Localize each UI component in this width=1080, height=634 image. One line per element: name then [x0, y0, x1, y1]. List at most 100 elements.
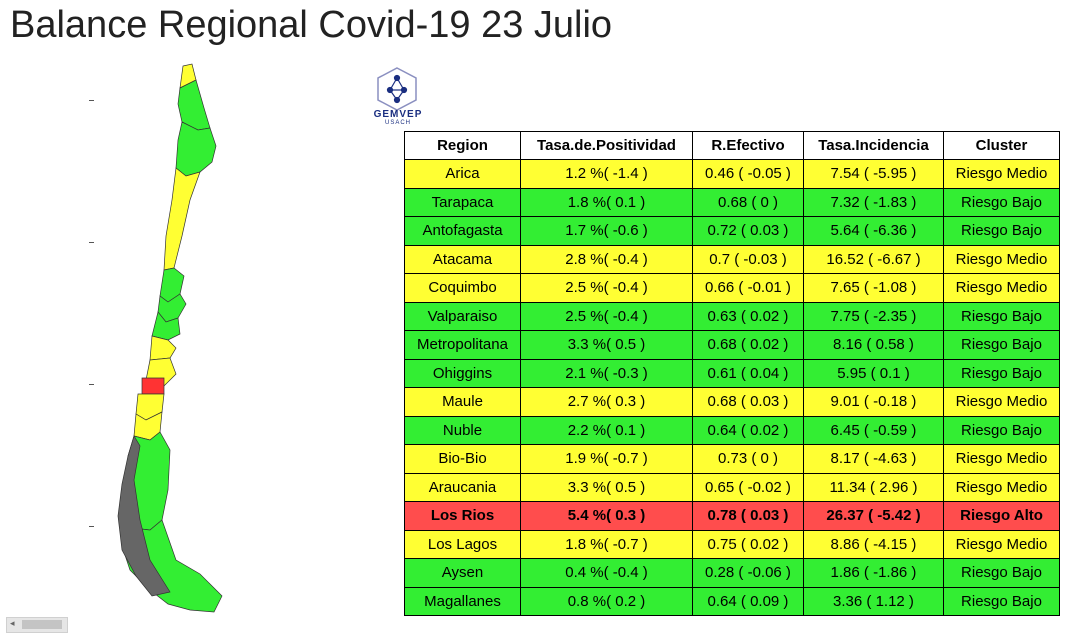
header-positividad: Tasa.de.Positividad [520, 131, 693, 160]
cell-cluster: Riesgo Medio [943, 159, 1060, 189]
scroll-left-icon[interactable]: ◂ [10, 618, 15, 628]
table-row: Coquimbo 2.5 %( -0.4 ) 0.66 ( -0.01 ) 7.65 … [404, 273, 1060, 303]
cell-r-efectivo: 0.28 ( -0.06 ) [692, 558, 804, 588]
map-region-ohiggins [149, 335, 177, 361]
table-row: Ohiggins 2.1 %( -0.3 ) 0.61 ( 0.04 ) 5.95 (… [404, 358, 1060, 388]
cell-positividad: 2.5 %( -0.4 ) [520, 273, 693, 303]
cell-positividad: 1.9 %( -0.7 ) [520, 444, 693, 474]
cell-incidencia: 9.01 ( -0.18 ) [803, 387, 944, 417]
cell-region: Antofagasta [404, 216, 521, 246]
cell-region: Magallanes [404, 586, 521, 616]
map-axis-tick [89, 100, 94, 101]
cell-incidencia: 7.32 ( -1.83 ) [803, 187, 944, 217]
cell-region: Aysen [404, 558, 521, 588]
cell-region: Nuble [404, 415, 521, 445]
cell-cluster: Riesgo Medio [943, 472, 1060, 502]
cell-r-efectivo: 0.63 ( 0.02 ) [692, 301, 804, 331]
cell-cluster: Riesgo Bajo [943, 586, 1060, 616]
cell-incidencia: 7.75 ( -2.35 ) [803, 301, 944, 331]
table-row: Araucania 3.3 %( 0.5 ) 0.65 ( -0.02 ) 11.34… [404, 472, 1060, 502]
cell-positividad: 0.8 %( 0.2 ) [520, 586, 693, 616]
chile-region-map [117, 63, 223, 613]
cell-incidencia: 7.65 ( -1.08 ) [803, 273, 944, 303]
cell-positividad: 1.8 %( 0.1 ) [520, 187, 693, 217]
cell-region: Bio-Bio [404, 444, 521, 474]
cell-r-efectivo: 0.78 ( 0.03 ) [692, 501, 804, 531]
table-row: Valparaiso 2.5 %( -0.4 ) 0.63 ( 0.02 ) 7.75… [404, 301, 1060, 331]
cell-cluster: Riesgo Bajo [943, 558, 1060, 588]
cell-cluster: Riesgo Bajo [943, 301, 1060, 331]
map-axis-tick [89, 384, 94, 385]
cell-region: Ohiggins [404, 358, 521, 388]
cell-positividad: 1.8 %( -0.7 ) [520, 529, 693, 559]
regional-covid-table: Region Tasa.de.Positividad R.Efectivo Ta… [404, 131, 1060, 616]
cell-r-efectivo: 0.75 ( 0.02 ) [692, 529, 804, 559]
table-row: Bio-Bio 1.9 %( -0.7 ) 0.73 ( 0 ) 8.17 ( -4.… [404, 444, 1060, 474]
cell-incidencia: 7.54 ( -5.95 ) [803, 159, 944, 189]
cell-positividad: 2.8 %( -0.4 ) [520, 244, 693, 274]
cell-incidencia: 5.95 ( 0.1 ) [803, 358, 944, 388]
table-row: Aysen 0.4 %( -0.4 ) 0.28 ( -0.06 ) 1.86 ( -… [404, 558, 1060, 588]
table-row: Nuble 2.2 %( 0.1 ) 0.64 ( 0.02 ) 6.45 ( -0.… [404, 415, 1060, 445]
cell-r-efectivo: 0.66 ( -0.01 ) [692, 273, 804, 303]
cell-region: Metropolitana [404, 330, 521, 360]
cell-incidencia: 5.64 ( -6.36 ) [803, 216, 944, 246]
cell-region: Valparaiso [404, 301, 521, 331]
map-axis-tick [89, 526, 94, 527]
cell-positividad: 0.4 %( -0.4 ) [520, 558, 693, 588]
cell-positividad: 1.2 %( -1.4 ) [520, 159, 693, 189]
cell-positividad: 2.2 %( 0.1 ) [520, 415, 693, 445]
cell-incidencia: 8.16 ( 0.58 ) [803, 330, 944, 360]
table-row: Maule 2.7 %( 0.3 ) 0.68 ( 0.03 ) 9.01 ( -0.… [404, 387, 1060, 417]
cell-region: Los Lagos [404, 529, 521, 559]
table-row: Metropolitana 3.3 %( 0.5 ) 0.68 ( 0.02 ) 8.… [404, 330, 1060, 360]
table-header-row: Region Tasa.de.Positividad R.Efectivo Ta… [404, 131, 1060, 160]
cell-cluster: Riesgo Medio [943, 273, 1060, 303]
cell-region: Arica [404, 159, 521, 189]
cell-positividad: 1.7 %( -0.6 ) [520, 216, 693, 246]
cell-positividad: 2.5 %( -0.4 ) [520, 301, 693, 331]
cell-incidencia: 6.45 ( -0.59 ) [803, 415, 944, 445]
table-row: Arica 1.2 %( -1.4 ) 0.46 ( -0.05 ) 7.54 ( -… [404, 159, 1060, 189]
cell-cluster: Riesgo Bajo [943, 216, 1060, 246]
map-region-antofagasta [175, 121, 217, 177]
cell-incidencia: 3.36 ( 1.12 ) [803, 586, 944, 616]
network-hexagon-icon [377, 67, 417, 111]
cell-cluster: Riesgo Medio [943, 244, 1060, 274]
cell-cluster: Riesgo Bajo [943, 187, 1060, 217]
cell-region: Coquimbo [404, 273, 521, 303]
map-region-islands [117, 435, 171, 597]
cell-r-efectivo: 0.73 ( 0 ) [692, 444, 804, 474]
scrollbar-thumb[interactable] [22, 620, 62, 629]
cell-incidencia: 16.52 ( -6.67 ) [803, 244, 944, 274]
cell-r-efectivo: 0.68 ( 0.03 ) [692, 387, 804, 417]
cell-cluster: Riesgo Alto [943, 501, 1060, 531]
cell-r-efectivo: 0.64 ( 0.09 ) [692, 586, 804, 616]
map-region-los-rios [141, 377, 165, 395]
cell-r-efectivo: 0.64 ( 0.02 ) [692, 415, 804, 445]
cell-cluster: Riesgo Bajo [943, 330, 1060, 360]
cell-cluster: Riesgo Medio [943, 444, 1060, 474]
cell-r-efectivo: 0.7 ( -0.03 ) [692, 244, 804, 274]
cell-region: Maule [404, 387, 521, 417]
cell-region: Tarapaca [404, 187, 521, 217]
cell-positividad: 2.1 %( -0.3 ) [520, 358, 693, 388]
table-row: Atacama 2.8 %( -0.4 ) 0.7 ( -0.03 ) 16.52 (… [404, 244, 1060, 274]
cell-incidencia: 26.37 ( -5.42 ) [803, 501, 944, 531]
logo-text: GEMVEP [373, 109, 423, 120]
cell-region: Atacama [404, 244, 521, 274]
cell-region: Los Rios [404, 501, 521, 531]
cell-positividad: 5.4 %( 0.3 ) [520, 501, 693, 531]
table-row: Antofagasta 1.7 %( -0.6 ) 0.72 ( 0.03 ) 5.6… [404, 216, 1060, 246]
header-region: Region [404, 131, 521, 160]
logo-subtext: USACH [384, 120, 411, 126]
header-incidencia: Tasa.Incidencia [803, 131, 944, 160]
cell-incidencia: 8.17 ( -4.63 ) [803, 444, 944, 474]
map-region-magallanes [121, 519, 223, 613]
cell-cluster: Riesgo Medio [943, 529, 1060, 559]
cell-incidencia: 8.86 ( -4.15 ) [803, 529, 944, 559]
cell-r-efectivo: 0.68 ( 0 ) [692, 187, 804, 217]
header-r-efectivo: R.Efectivo [692, 131, 804, 160]
cell-r-efectivo: 0.68 ( 0.02 ) [692, 330, 804, 360]
cell-positividad: 3.3 %( 0.5 ) [520, 472, 693, 502]
